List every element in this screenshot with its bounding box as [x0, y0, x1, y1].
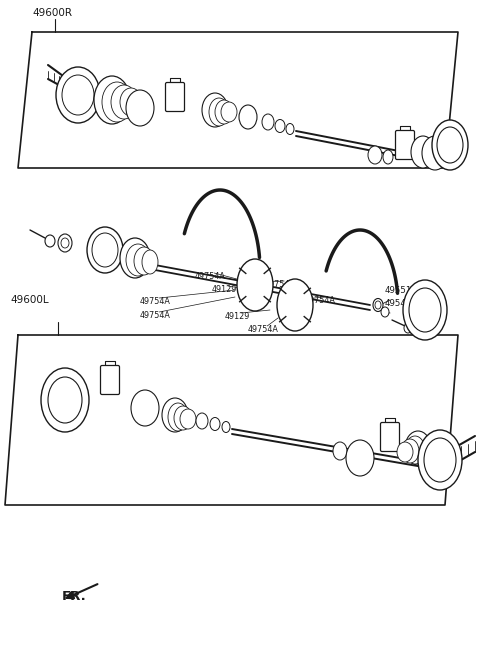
Ellipse shape: [424, 438, 456, 482]
Ellipse shape: [409, 288, 441, 332]
Text: 49754A: 49754A: [248, 325, 279, 334]
Ellipse shape: [383, 150, 393, 164]
Ellipse shape: [286, 124, 294, 134]
Text: 49549: 49549: [385, 299, 412, 308]
Text: FR.: FR.: [62, 590, 87, 603]
Ellipse shape: [277, 279, 313, 331]
Ellipse shape: [350, 447, 360, 461]
Ellipse shape: [120, 88, 142, 116]
Ellipse shape: [126, 244, 150, 276]
Ellipse shape: [221, 102, 237, 122]
Ellipse shape: [401, 439, 419, 463]
Ellipse shape: [62, 75, 94, 115]
Ellipse shape: [275, 119, 285, 132]
Ellipse shape: [405, 431, 431, 465]
Ellipse shape: [111, 85, 137, 119]
Text: 49754A: 49754A: [305, 296, 336, 305]
Ellipse shape: [432, 120, 468, 170]
Ellipse shape: [196, 413, 208, 429]
Ellipse shape: [202, 93, 228, 127]
Ellipse shape: [411, 136, 435, 168]
Ellipse shape: [168, 403, 188, 431]
Ellipse shape: [418, 430, 462, 490]
FancyBboxPatch shape: [166, 83, 184, 111]
Ellipse shape: [134, 247, 154, 275]
Ellipse shape: [45, 235, 55, 247]
Ellipse shape: [346, 440, 374, 476]
Text: 1430AR: 1430AR: [408, 312, 442, 321]
FancyBboxPatch shape: [396, 130, 415, 160]
Ellipse shape: [437, 127, 463, 163]
Ellipse shape: [87, 227, 123, 273]
FancyBboxPatch shape: [100, 365, 120, 394]
Ellipse shape: [373, 299, 383, 312]
Text: 49129: 49129: [225, 312, 251, 321]
Ellipse shape: [61, 238, 69, 248]
Ellipse shape: [142, 250, 158, 274]
Ellipse shape: [404, 323, 412, 333]
Ellipse shape: [368, 146, 382, 164]
Ellipse shape: [162, 398, 188, 432]
Ellipse shape: [131, 390, 159, 426]
Text: 49600L: 49600L: [10, 295, 48, 305]
FancyBboxPatch shape: [381, 422, 399, 451]
Ellipse shape: [41, 368, 89, 432]
Ellipse shape: [120, 238, 150, 278]
Ellipse shape: [262, 114, 274, 130]
Ellipse shape: [375, 301, 381, 309]
Ellipse shape: [180, 409, 196, 429]
Text: 49129: 49129: [212, 285, 238, 294]
Ellipse shape: [56, 67, 100, 123]
Ellipse shape: [381, 307, 389, 317]
Ellipse shape: [174, 406, 192, 430]
Ellipse shape: [403, 280, 447, 340]
Ellipse shape: [210, 417, 220, 430]
Ellipse shape: [94, 76, 130, 124]
Text: 49551: 49551: [385, 286, 412, 295]
Ellipse shape: [422, 136, 448, 170]
Text: 49754A: 49754A: [195, 272, 226, 281]
Ellipse shape: [215, 100, 233, 124]
Ellipse shape: [126, 90, 154, 126]
Text: 49754A: 49754A: [140, 297, 171, 306]
Text: 49754A: 49754A: [265, 280, 296, 289]
Ellipse shape: [209, 98, 229, 126]
Ellipse shape: [48, 377, 82, 423]
Ellipse shape: [333, 442, 347, 460]
Ellipse shape: [102, 82, 132, 122]
Ellipse shape: [58, 234, 72, 252]
Ellipse shape: [222, 422, 230, 432]
Ellipse shape: [237, 259, 273, 311]
Text: 49600R: 49600R: [32, 8, 72, 18]
Ellipse shape: [405, 436, 425, 464]
Ellipse shape: [239, 105, 257, 129]
Text: 49754A: 49754A: [140, 311, 171, 320]
Ellipse shape: [397, 442, 413, 462]
Ellipse shape: [92, 233, 118, 267]
